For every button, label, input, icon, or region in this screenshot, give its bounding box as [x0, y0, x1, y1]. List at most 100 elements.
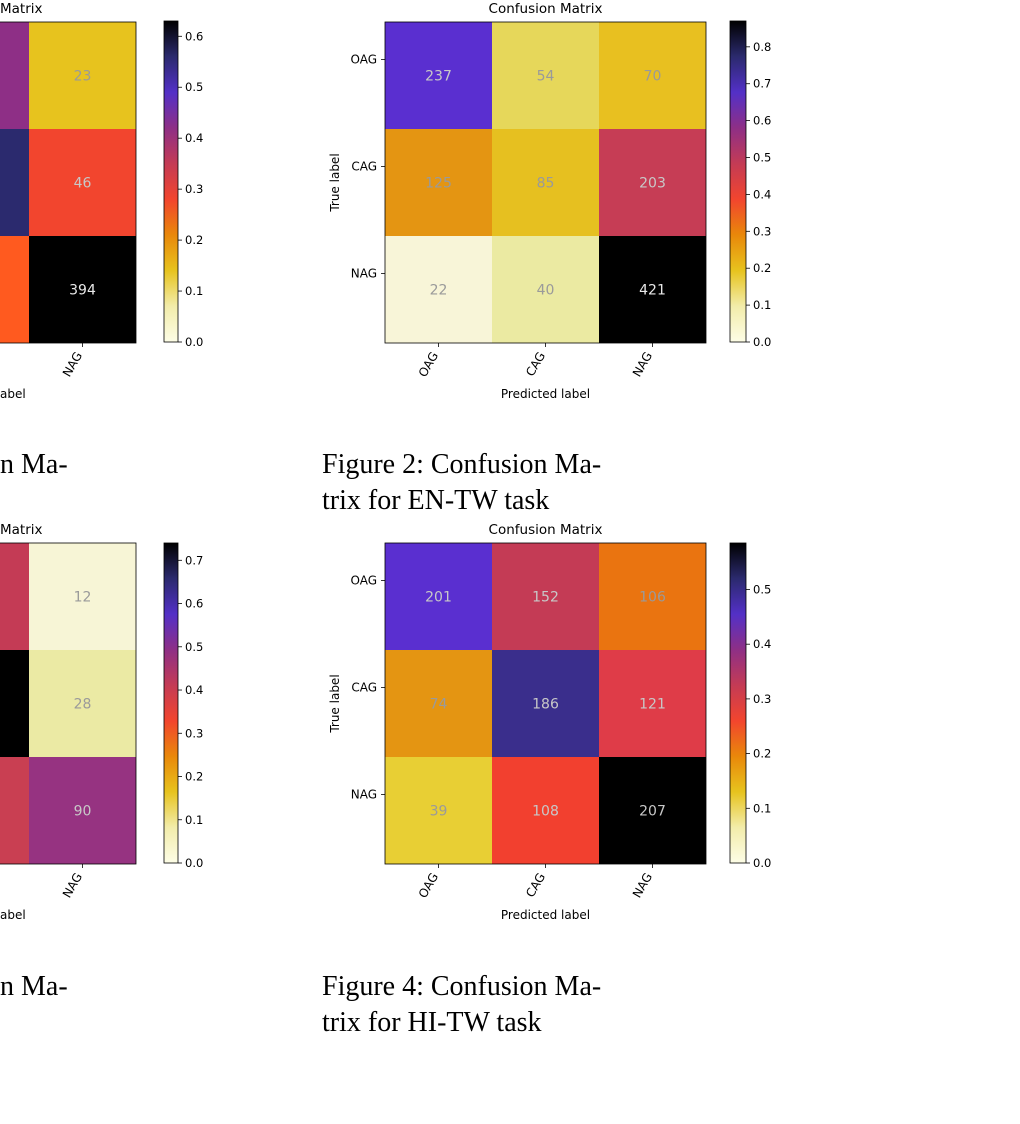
cell-value-label: 22	[430, 283, 448, 299]
cell-value-label: 203	[639, 176, 666, 192]
colorbar-tick-label: 0.8	[753, 40, 771, 54]
x-axis-label: abel	[0, 387, 26, 401]
colorbar-tick-label: 0.4	[185, 683, 203, 697]
cell-value-label: 74	[430, 697, 448, 713]
colorbar	[729, 542, 747, 864]
heatmap-cell	[29, 129, 136, 236]
colorbar-tick-label: 0.4	[185, 131, 203, 145]
x-tick-label: CAG	[523, 871, 548, 900]
colorbar-tick-label: 0.5	[753, 151, 771, 165]
colorbar-tick-label: 0.1	[753, 801, 771, 815]
heatmap-cell	[492, 757, 599, 864]
matrix-frame	[0, 542, 137, 865]
heatmap-cell	[29, 757, 136, 864]
heatmap-cell	[385, 236, 492, 343]
heatmap-cell	[492, 236, 599, 343]
y-tick-label: NAG	[351, 788, 377, 802]
colorbar-tick-label: 0.3	[185, 726, 203, 740]
colorbar-tick-label: 0.4	[753, 637, 771, 651]
heatmap-cell	[599, 236, 706, 343]
confusion-matrix-4: 201 152 106 74 186 121 39 108 207 Confusion Matri…	[328, 522, 771, 922]
colorbar-tick-label: 0.6	[753, 114, 771, 128]
y-tick-label: CAG	[351, 160, 377, 174]
y-tick-label: OAG	[350, 574, 377, 588]
heatmap-cell	[29, 22, 136, 129]
colorbar	[163, 20, 179, 343]
heatmap-cell	[29, 236, 136, 343]
colorbar	[163, 542, 179, 864]
matrix-frame	[0, 21, 137, 344]
colorbar-tick-label: 0.6	[185, 29, 203, 43]
x-axis-label: abel	[0, 908, 26, 922]
chart-title: Matrix	[0, 1, 43, 17]
cell-value-label: 40	[537, 283, 555, 299]
x-tick-label: OAG	[416, 871, 441, 901]
heatmap-cell	[0, 129, 29, 236]
heatmap-cell	[492, 650, 599, 757]
colorbar-tick-label: 0.1	[185, 813, 203, 827]
confusion-matrix-2: 237 54 70 125 85 203 22 40 421 Confusion Matrix OA…	[328, 1, 771, 401]
heatmap-cell	[385, 757, 492, 864]
colorbar-tick-label: 0.7	[753, 77, 771, 91]
colorbar-tick-label: 0.2	[185, 233, 203, 247]
colorbar-tick-label: 0.0	[185, 856, 203, 870]
x-axis-label: Predicted label	[501, 908, 590, 922]
heatmap-cell	[0, 650, 29, 757]
colorbar-tick-label: 0.6	[185, 597, 203, 611]
heatmap-cell	[0, 543, 29, 650]
heatmap-cell	[599, 22, 706, 129]
heatmap-cell	[599, 757, 706, 864]
caption-line: n Ma-	[0, 971, 68, 1002]
colorbar-tick-label: 0.5	[185, 640, 203, 654]
heatmap-cell	[29, 650, 136, 757]
cell-value-label: 121	[639, 697, 666, 713]
y-tick-label: CAG	[351, 681, 377, 695]
caption-figure-4: Figure 4: Confusion Ma- trix for HI-TW t…	[322, 969, 601, 1041]
cell-value-label: 70	[644, 69, 662, 85]
cell-value-label: 46	[74, 176, 92, 192]
cell-value-label: 90	[74, 804, 92, 820]
heatmap-cell	[0, 757, 29, 864]
heatmap-cell	[492, 543, 599, 650]
colorbar-tick-label: 0.7	[185, 553, 203, 567]
heatmap-cell	[599, 543, 706, 650]
colorbar-tick-label: 0.2	[753, 261, 771, 275]
heatmap-cell	[385, 543, 492, 650]
colorbar-tick-label: 0.1	[753, 298, 771, 312]
colorbar-tick-label: 0.1	[185, 284, 203, 298]
cell-value-label: 12	[74, 590, 92, 606]
heatmap-cell	[492, 129, 599, 236]
heatmap-cell	[0, 236, 29, 343]
cell-value-label: 125	[425, 176, 452, 192]
cell-value-label: 85	[537, 176, 555, 192]
cell-value-label: 106	[639, 590, 666, 606]
caption-line: trix for HI-TW task	[322, 1007, 542, 1038]
heatmap-cell	[599, 650, 706, 757]
colorbar-tick-label: 0.0	[753, 856, 771, 870]
colorbar-tick-label: 0.4	[753, 187, 771, 201]
cell-value-label: 28	[74, 697, 92, 713]
caption-line: trix for EN-TW task	[322, 485, 550, 516]
colorbar-tick-label: 0.2	[753, 747, 771, 761]
x-tick-label: NAG	[60, 350, 85, 380]
colorbar	[729, 20, 747, 343]
colorbar-tick-label: 0.0	[753, 335, 771, 349]
chart-title: Confusion Matrix	[489, 522, 603, 538]
x-tick-label: NAG	[630, 350, 655, 380]
caption-line: Figure 4: Confusion Ma-	[322, 971, 602, 1002]
heatmap-cell	[385, 650, 492, 757]
colorbar-tick-label: 0.3	[753, 224, 771, 238]
cell-value-label: 421	[639, 283, 666, 299]
cell-value-label: 54	[537, 69, 555, 85]
caption-figure-2: Figure 2: Confusion Ma- trix for EN-TW t…	[322, 447, 601, 519]
colorbar-tick-label: 0.2	[185, 770, 203, 784]
y-tick-label: NAG	[351, 267, 377, 281]
cell-value-label: 152	[532, 590, 559, 606]
confusion-matrix-1: 23 46 394 Matrix NAG abel 0.0 0.1 0.2 0.3 0.4 0.5 0.…	[0, 1, 203, 401]
x-tick-label: NAG	[630, 871, 655, 901]
heatmap-cell	[29, 543, 136, 650]
cell-value-label: 39	[430, 804, 448, 820]
heatmap-cell	[599, 129, 706, 236]
colorbar-tick-label: 0.5	[753, 582, 771, 596]
y-axis-label: True label	[328, 153, 342, 212]
